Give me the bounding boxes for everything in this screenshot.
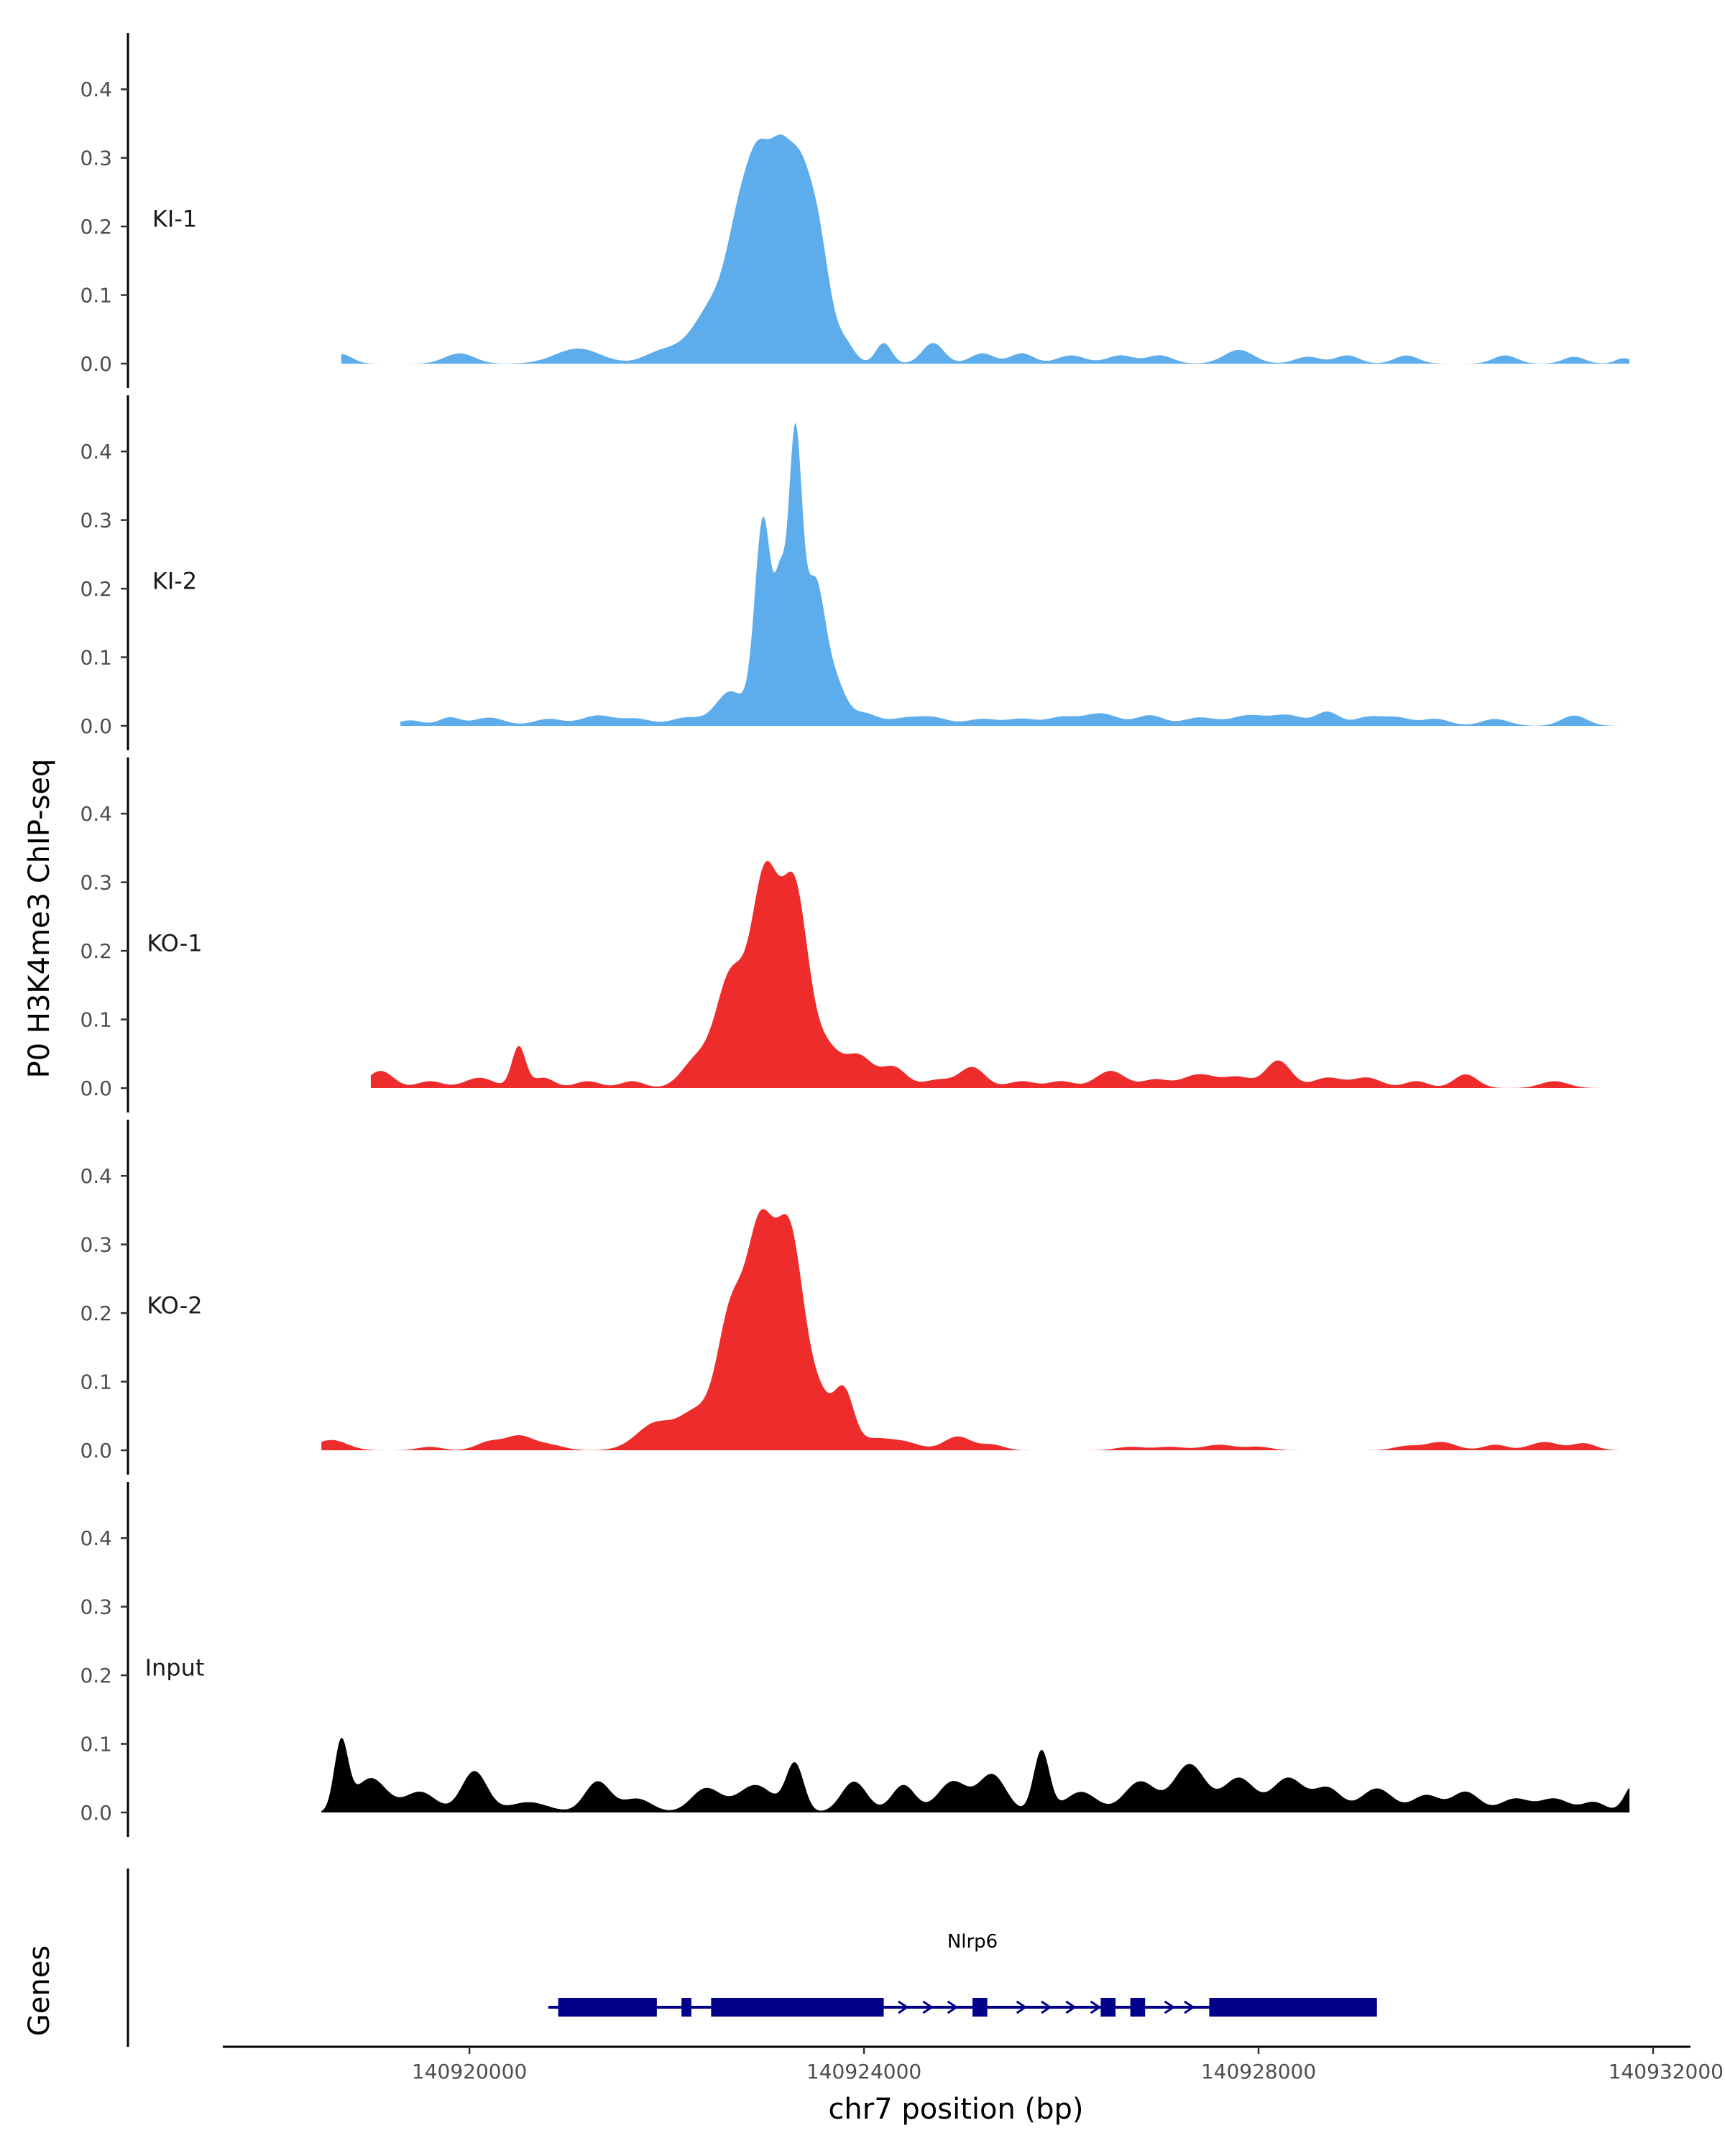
- genes-panel: Nlrp6: [126, 1869, 1377, 2047]
- x-tick-label: 140932000: [1609, 2060, 1724, 2083]
- y-tick-label: 0.1: [80, 1370, 112, 1394]
- gene-strand-arrow: [1016, 2000, 1028, 2014]
- signal-area-ko-2: [321, 1209, 1619, 1450]
- y-tick-label: 0.2: [80, 577, 112, 601]
- signal-area-ki-1: [341, 134, 1630, 364]
- y-tick-label: 0.2: [80, 1664, 112, 1687]
- y-axis-title: P0 H3K4me3 ChIP-seq: [23, 759, 56, 1079]
- gene-strand-arrow: [922, 2000, 934, 2014]
- gene-exon: [1209, 1998, 1377, 2017]
- x-tick-label: 140924000: [806, 2060, 921, 2083]
- y-tick-label: 0.1: [80, 1008, 112, 1032]
- gene-exon: [681, 1998, 691, 2017]
- y-tick-label: 0.0: [80, 1801, 112, 1825]
- y-tick-label: 0.3: [80, 147, 112, 170]
- y-tick-label: 0.0: [80, 1439, 112, 1462]
- y-tick-label: 0.3: [80, 1233, 112, 1257]
- signal-area-ki-2: [400, 423, 1619, 726]
- x-tick-label: 140928000: [1201, 2060, 1316, 2083]
- track-ki-2: 0.0 0.1 0.2 0.3 0.4 KI-2: [80, 395, 1619, 750]
- track-label: KI-2: [152, 568, 197, 595]
- y-tick-label: 0.1: [80, 1733, 112, 1756]
- x-tick-label: 140920000: [412, 2060, 527, 2083]
- y-tick-label: 0.4: [80, 802, 112, 826]
- gene-strand-arrow: [1090, 2000, 1102, 2014]
- y-tick-label: 0.4: [80, 1526, 112, 1550]
- track-panels: 0.00.10.20.30.4KI-10.00.10.20.30.4KI-20.…: [80, 33, 1630, 1837]
- y-tick-label: 0.3: [80, 1595, 112, 1619]
- track-ko-1: 0.0 0.1 0.2 0.3 0.4 KO-1: [80, 757, 1619, 1112]
- gene-strand-arrow: [1041, 2000, 1052, 2014]
- signal-area-input: [321, 1738, 1630, 1812]
- y-tick-label: 0.1: [80, 646, 112, 670]
- gene-strand-arrow: [947, 2000, 959, 2014]
- gene-strand-arrow: [898, 2000, 909, 2014]
- gene-exon: [558, 1998, 657, 2017]
- y-tick-label: 0.0: [80, 714, 112, 738]
- track-ki-1: 0.0 0.1 0.2 0.3 0.4 KI-1: [80, 33, 1630, 388]
- gene-exon: [1100, 1998, 1116, 2017]
- y-tick-label: 0.0: [80, 1077, 112, 1100]
- track-label: KI-1: [152, 206, 197, 233]
- y-tick-label: 0.2: [80, 939, 112, 963]
- y-tick-label: 0.4: [80, 78, 112, 101]
- y-tick-label: 0.1: [80, 284, 112, 308]
- gene-exon: [972, 1998, 988, 2017]
- y-tick-label: 0.4: [80, 1164, 112, 1188]
- gene-exon: [1130, 1998, 1146, 2017]
- signal-area-ko-1: [370, 860, 1619, 1088]
- y-tick-label: 0.2: [80, 215, 112, 239]
- x-axis-title: chr7 position (bp): [828, 2093, 1083, 2126]
- x-axis: 140920000 140924000 140928000 140932000: [223, 2045, 1724, 2083]
- gene-strand-arrow: [1065, 2000, 1077, 2014]
- y-tick-label: 0.4: [80, 440, 112, 464]
- gene-strand-arrow: [1164, 2000, 1176, 2014]
- track-label: KO-1: [147, 930, 202, 957]
- y-tick-label: 0.0: [80, 352, 112, 376]
- track-label: KO-2: [147, 1292, 202, 1319]
- gene-exon: [711, 1998, 884, 2017]
- y-tick-label: 0.2: [80, 1302, 112, 1325]
- gene-strand-arrow: [1184, 2000, 1195, 2014]
- y-tick-label: 0.3: [80, 871, 112, 895]
- track-input: 0.0 0.1 0.2 0.3 0.4 Input: [80, 1482, 1630, 1837]
- gene-label: Nlrp6: [947, 1931, 998, 1953]
- y-tick-label: 0.3: [80, 509, 112, 533]
- track-label: Input: [145, 1654, 205, 1682]
- genes-axis-title: Genes: [23, 1945, 56, 2036]
- track-ko-2: 0.0 0.1 0.2 0.3 0.4 KO-2: [80, 1120, 1619, 1475]
